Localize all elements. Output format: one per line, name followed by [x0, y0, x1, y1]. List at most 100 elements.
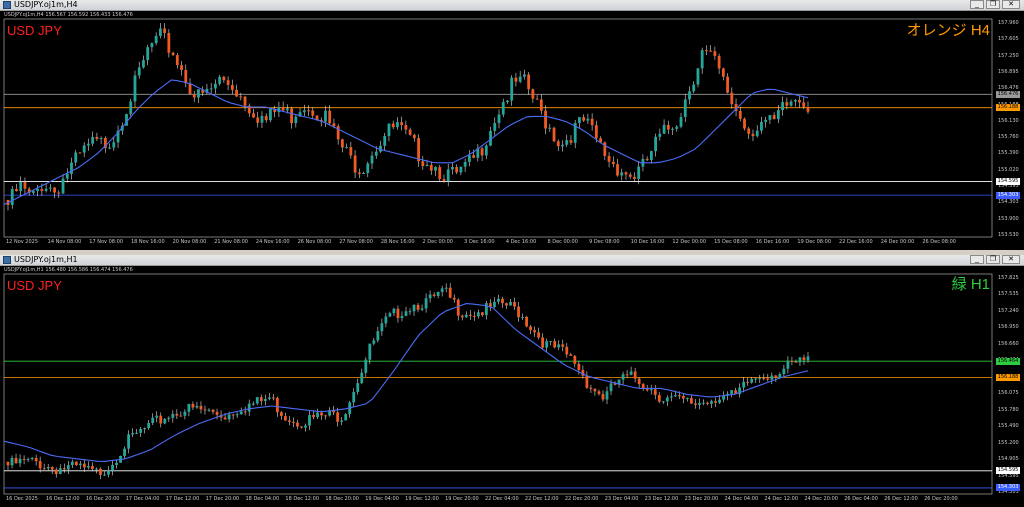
chart-canvas[interactable]: [0, 266, 1024, 507]
candle-body: [251, 403, 255, 405]
candle-body: [292, 421, 295, 423]
price-axis-label: 156.660: [998, 340, 1019, 347]
candle-body: [108, 147, 111, 149]
chart-canvas[interactable]: [0, 11, 1024, 250]
candle-body: [565, 346, 569, 355]
candle-body: [391, 123, 395, 128]
candle-body: [589, 387, 593, 389]
candle-body: [459, 166, 463, 173]
candle-body: [19, 181, 23, 192]
candle-body: [74, 152, 78, 163]
time-axis-label: 26 Dec 04:00: [844, 496, 878, 502]
candle-body: [247, 105, 251, 114]
candle-body: [243, 96, 247, 106]
candle-body: [281, 106, 285, 111]
time-axis-label: 26 Dec 20:00: [924, 496, 958, 502]
time-axis-label: 26 Dec 12:00: [884, 496, 918, 502]
candle-body: [271, 397, 275, 399]
candle-body: [379, 145, 382, 152]
close-icon[interactable]: ✕: [1002, 255, 1020, 264]
candle-body: [489, 130, 492, 146]
window-titlebar[interactable]: USDJPY.oj1m,H1 _ ❐ ✕: [0, 255, 1024, 266]
candle-body: [531, 89, 535, 99]
moving-average-line: [3, 79, 809, 205]
candle-body: [705, 50, 708, 52]
candle-body: [247, 403, 251, 412]
chart-window-h1[interactable]: USDJPY.oj1m,H1 _ ❐ ✕ USDJPY.oj1m,H1 156.…: [0, 255, 1024, 507]
candle-body: [53, 187, 56, 193]
chart-window-h4[interactable]: USDJPY.oj1m,H4 _ ❐ ✕ USDJPY.oj1m,H4 156.…: [0, 0, 1024, 251]
candle-body: [617, 379, 621, 385]
candle-body: [74, 461, 78, 466]
candle-body: [400, 122, 404, 126]
candle-body: [425, 164, 429, 167]
time-axis-label: 26 Dec 08:00: [922, 239, 956, 245]
candle-body: [665, 397, 669, 402]
candle-body: [197, 89, 200, 98]
candle-body: [518, 76, 522, 82]
candle-body: [214, 83, 217, 89]
candle-body: [364, 359, 368, 373]
candle-body: [340, 139, 344, 148]
candle-body: [218, 76, 222, 84]
candle-body: [657, 395, 661, 402]
chart-window-icon: [3, 256, 11, 264]
candle-body: [476, 312, 480, 317]
time-axis-label: 23 Dec 12:00: [644, 496, 679, 502]
candle-body: [328, 410, 332, 416]
candle-body: [611, 161, 615, 165]
candle-body: [255, 397, 259, 404]
window-titlebar[interactable]: USDJPY.oj1m,H4 _ ❐ ✕: [0, 0, 1024, 11]
candle-body: [742, 381, 746, 388]
candle-body: [370, 155, 374, 164]
price-axis-label: 156.895: [998, 68, 1019, 75]
candle-body: [58, 468, 62, 474]
minimize-icon[interactable]: _: [970, 0, 984, 9]
candle-body: [730, 390, 734, 394]
price-axis-label: 155.390: [998, 150, 1019, 157]
price-axis-label: 156.075: [998, 390, 1019, 397]
candle-body: [22, 458, 26, 460]
time-axis-label: 27 Nov 08:00: [339, 239, 373, 245]
candle-body: [54, 469, 58, 474]
price-axis-label: 157.250: [998, 52, 1019, 59]
candle-body: [311, 110, 315, 116]
candle-body: [50, 467, 54, 470]
candle-body: [747, 128, 751, 134]
candle-body: [785, 102, 789, 106]
candle-body: [594, 125, 598, 139]
price-line-label: 154.595: [996, 178, 1020, 186]
candle-body: [235, 414, 239, 416]
price-chart-h1[interactable]: USDJPY.oj1m,H1 156.480 156.586 156.474 1…: [0, 266, 1024, 507]
candle-body: [163, 28, 167, 33]
close-icon[interactable]: ✕: [1002, 0, 1020, 9]
candle-body: [315, 115, 319, 120]
candle-body: [223, 417, 227, 420]
candle-body: [633, 371, 637, 379]
candle-body: [294, 116, 298, 124]
candle-body: [497, 298, 500, 302]
candle-body: [746, 381, 750, 383]
symbol-label: USD JPY: [7, 23, 62, 38]
time-axis-label: 12 Dec 00:00: [672, 239, 707, 245]
price-chart-h4[interactable]: USDJPY.oj1m,H4 156.567 156.592 156.433 1…: [0, 11, 1024, 250]
candle-body: [70, 461, 74, 466]
price-line-label: 156.188: [996, 104, 1020, 112]
candle-body: [501, 298, 504, 304]
price-axis-label: 156.476: [998, 85, 1019, 92]
candle-body: [158, 28, 162, 36]
candle-body: [577, 363, 581, 370]
candle-body: [183, 411, 187, 416]
minimize-icon[interactable]: _: [970, 255, 984, 264]
candle-body: [62, 468, 66, 470]
candle-body: [383, 135, 387, 146]
candle-body: [115, 462, 118, 465]
restore-icon[interactable]: ❐: [986, 0, 1000, 9]
candle-body: [628, 174, 632, 177]
restore-icon[interactable]: ❐: [986, 255, 1000, 264]
candle-body: [581, 369, 585, 376]
candle-body: [649, 389, 653, 391]
time-axis-label: 24 Nov 16:00: [255, 239, 290, 245]
candle-body: [565, 140, 569, 145]
candle-body: [91, 136, 95, 144]
